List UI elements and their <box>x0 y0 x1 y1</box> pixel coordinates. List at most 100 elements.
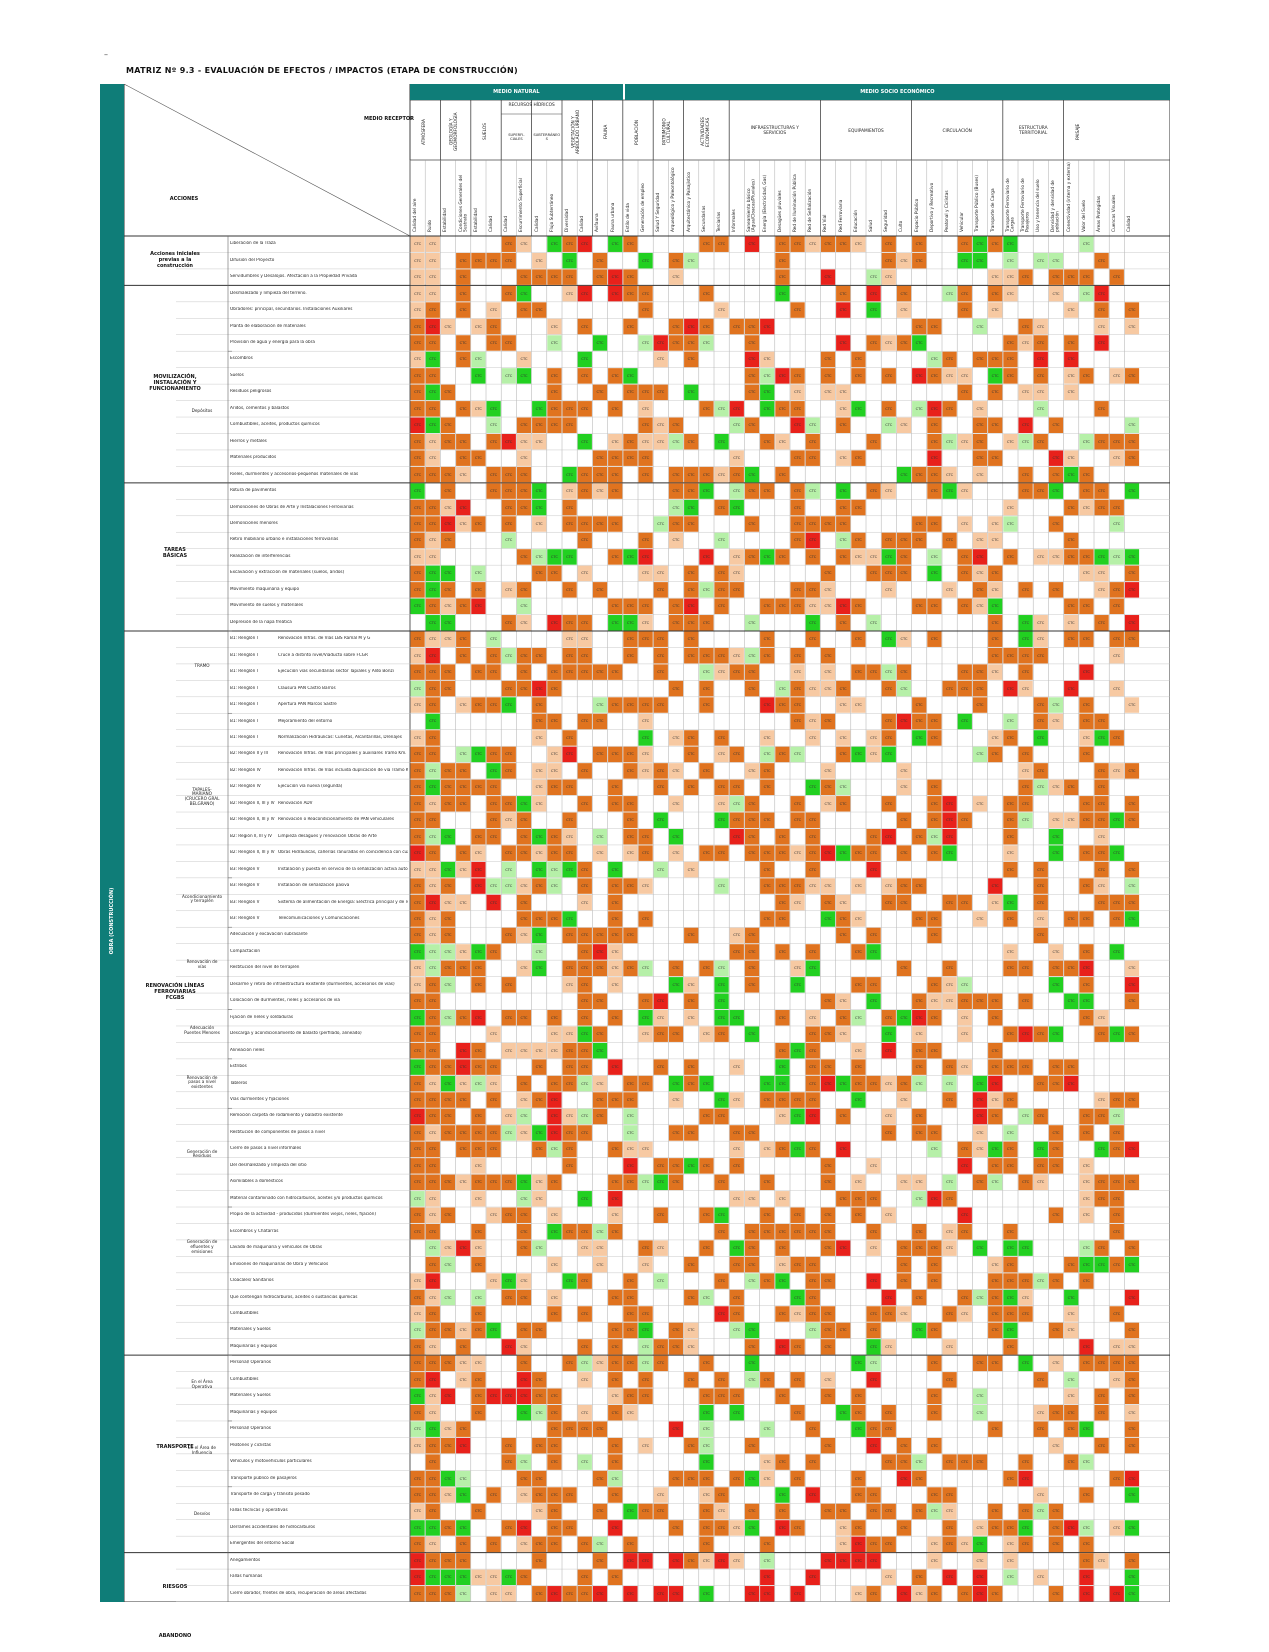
matrix-cell-code: CTC <box>596 933 604 938</box>
matrix-cell-code: CTC <box>505 1279 513 1284</box>
matrix-cell-code: CTC <box>1082 999 1090 1004</box>
matrix-cell-code: CTC <box>748 324 756 329</box>
matrix-cell-code: CTC <box>794 982 802 987</box>
matrix-cell-code: CTC <box>839 489 847 494</box>
matrix-cell-code: CTC <box>550 1509 558 1514</box>
matrix-cell <box>562 252 577 269</box>
matrix-cell-code: CTC <box>900 1262 908 1267</box>
matrix-cell <box>836 236 851 252</box>
matrix-cell-code: CTC <box>930 522 938 526</box>
matrix-cell-code: CTC <box>414 1394 422 1399</box>
matrix-cell <box>805 236 820 252</box>
matrix-cell-code: CTC <box>642 1443 650 1448</box>
matrix-cell-code: CTC <box>490 324 498 329</box>
matrix-cell-code: CTC <box>794 752 802 757</box>
matrix-cell-code: CTC <box>1098 554 1106 559</box>
matrix-cell <box>684 252 699 269</box>
matrix-cell <box>410 499 425 516</box>
matrix-cell-code: CTC <box>490 1213 498 1218</box>
matrix-cell-code: CTC <box>642 999 650 1004</box>
matrix-cell <box>1079 285 1094 302</box>
matrix-cell <box>972 252 988 269</box>
matrix-cell-code: CTC <box>550 1130 558 1135</box>
matrix-cell <box>410 433 425 450</box>
matrix-cell-code: CTC <box>535 1542 543 1547</box>
matrix-cell-code: CTC <box>718 1032 726 1037</box>
matrix-cell <box>608 549 623 565</box>
matrix-cell <box>760 433 775 450</box>
matrix-cell-code: CTC <box>626 1098 634 1103</box>
matrix-cell <box>608 285 623 302</box>
matrix-cell-code: CTC <box>763 357 771 362</box>
matrix-cell-code: CTC <box>672 966 680 971</box>
matrix-cell-code: CTC <box>763 1213 771 1218</box>
subgroup-label-7: Generación de Residuos <box>186 1148 218 1159</box>
matrix-cell <box>425 746 440 763</box>
matrix-cell-code: CTC <box>1128 439 1136 444</box>
group-label-2: SUELOS <box>482 123 488 141</box>
matrix-cell-code: CTC <box>642 719 650 724</box>
matrix-cell-code: CTC <box>702 242 710 247</box>
matrix-cell-code: CTC <box>581 719 589 724</box>
matrix-cell-code: CTC <box>885 1509 893 1514</box>
matrix-cell <box>623 368 638 384</box>
action-label-7: Escombros <box>230 356 253 361</box>
matrix-cell-code: CTC <box>915 884 923 889</box>
action-label-5: Planta de elaboración de materiales <box>230 323 306 328</box>
matrix-cell-code: CTC <box>581 472 589 477</box>
matrix-cell-code: CTC <box>991 538 999 543</box>
matrix-cell-code: CTC <box>718 966 726 971</box>
matrix-cell-code: CTC <box>429 785 437 790</box>
matrix-cell <box>638 730 653 746</box>
action-label-2: Servidumbres y Desalojos. Afectación a l… <box>230 274 358 279</box>
matrix-cell-code: CTC <box>702 587 710 592</box>
action-label-79: Emergentes del entorno Social <box>230 1541 295 1546</box>
matrix-cell-code: CTC <box>1098 884 1106 889</box>
matrix-cell-code: CTC <box>915 472 923 477</box>
matrix-cell-code: CTC <box>505 258 513 263</box>
matrix-cell-code: CTC <box>702 1246 710 1251</box>
matrix-cell <box>851 697 866 713</box>
matrix-cell-code: CTC <box>657 818 665 823</box>
matrix-cell-code: CTC <box>976 801 984 806</box>
matrix-cell-code: CTC <box>550 571 558 576</box>
matrix-cell <box>988 269 1003 285</box>
column-header-35: Peatonal y Ciclistas <box>945 190 950 232</box>
action-code-29: B1: Renglón I <box>230 718 258 723</box>
matrix-cell-code: CTC <box>1082 966 1090 971</box>
matrix-cell-code: CTC <box>429 340 437 345</box>
matrix-cell <box>744 615 760 631</box>
matrix-cell-code: CTC <box>414 489 422 494</box>
matrix-cell <box>1109 730 1124 746</box>
matrix-cell-code: CTC <box>429 867 437 872</box>
matrix-cell-code: CTC <box>839 423 847 428</box>
matrix-cell <box>516 615 532 631</box>
action-label-39: Instalación de señalización pasiva <box>278 883 350 888</box>
matrix-cell <box>1079 368 1094 384</box>
matrix-cell-code: CTC <box>733 933 741 938</box>
matrix-cell-code: CTC <box>824 357 832 362</box>
matrix-cell-code: CTC <box>946 1246 954 1251</box>
matrix-cell <box>942 285 957 302</box>
matrix-cell-code: CTC <box>748 966 756 971</box>
matrix-cell <box>486 647 501 664</box>
matrix-cell <box>410 565 425 582</box>
matrix-cell <box>516 598 532 615</box>
matrix-cell <box>714 647 729 664</box>
matrix-cell-code: CTC <box>535 258 543 263</box>
matrix-cell <box>501 763 516 779</box>
matrix-cell <box>425 582 440 598</box>
matrix-cell <box>638 285 653 302</box>
matrix-cell-code: CTC <box>794 670 802 675</box>
matrix-cell <box>608 368 623 384</box>
matrix-cell-code: CTC <box>870 982 878 987</box>
matrix-cell <box>942 368 957 384</box>
matrix-cell-code: CTC <box>839 1509 847 1514</box>
matrix-cell-code: CTC <box>733 653 741 658</box>
matrix-cell <box>684 335 699 351</box>
action-label-66: Materiales y Suelos <box>230 1327 271 1332</box>
matrix-cell-code: CTC <box>566 637 574 642</box>
matrix-cell-code: CTC <box>809 1098 817 1103</box>
matrix-cell-code: CTC <box>1113 949 1121 954</box>
matrix-cell-code: CTC <box>1082 1493 1090 1497</box>
